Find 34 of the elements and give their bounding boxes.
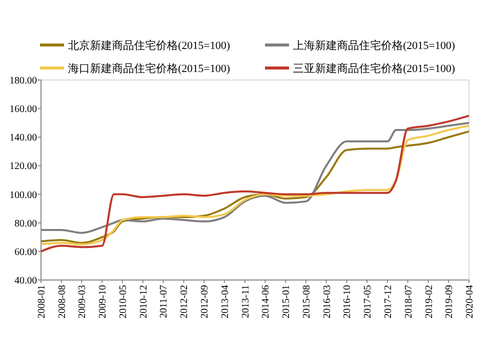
- x-tick-label: 2016-10: [342, 285, 354, 318]
- x-tick-label: 2016-03: [322, 285, 333, 318]
- y-tick-label: 60.00: [14, 246, 37, 258]
- y-tick-label: 80.00: [14, 218, 37, 230]
- x-tick-label: 2012-09: [200, 285, 211, 318]
- x-tick-label: 2018-07: [403, 285, 414, 318]
- x-tick-label: 2015-01: [281, 285, 292, 318]
- y-tick-label: 140.00: [10, 132, 37, 144]
- x-tick-label: 2008-01: [36, 285, 48, 318]
- x-tick-label: 2010-12: [138, 285, 150, 318]
- x-tick-label: 2009-10: [98, 285, 109, 318]
- x-tick-label: 2008-08: [56, 285, 68, 318]
- x-tick-label: 2019-02: [424, 285, 435, 318]
- legend-label: 上海新建商品住宅价格(2015=100): [293, 39, 456, 52]
- legend-label: 北京新建商品住宅价格(2015=100): [68, 39, 230, 52]
- x-tick-label: 2020-04: [464, 285, 476, 318]
- y-tick-label: 180.00: [10, 76, 37, 86]
- y-tick-label: 100.00: [10, 190, 37, 201]
- legend-label: 海口新建商品住宅价格(2015=100): [68, 62, 230, 75]
- x-tick-label: 2011-07: [158, 285, 170, 318]
- y-tick-label: 120.00: [10, 161, 37, 172]
- x-tick-label: 2019-09: [444, 285, 456, 318]
- legend-label: 三亚新建商品住宅价格(2015=100): [293, 62, 456, 75]
- y-tick-label: 160.00: [10, 104, 37, 116]
- x-tick-label: 2013-04: [220, 285, 231, 318]
- y-tick-label: 40.00: [14, 276, 37, 286]
- x-tick-label: 2015-08: [301, 285, 312, 318]
- x-tick-label: 2012-02: [179, 285, 190, 318]
- x-tick-label: 2013-11: [240, 285, 252, 318]
- x-tick-label: 2017-05: [362, 285, 374, 318]
- x-tick-label: 2017-12: [382, 285, 394, 318]
- x-tick-label: 2009-03: [77, 285, 88, 318]
- x-tick-label: 2014-06: [260, 285, 272, 318]
- x-tick-label: 2010-05: [118, 285, 129, 318]
